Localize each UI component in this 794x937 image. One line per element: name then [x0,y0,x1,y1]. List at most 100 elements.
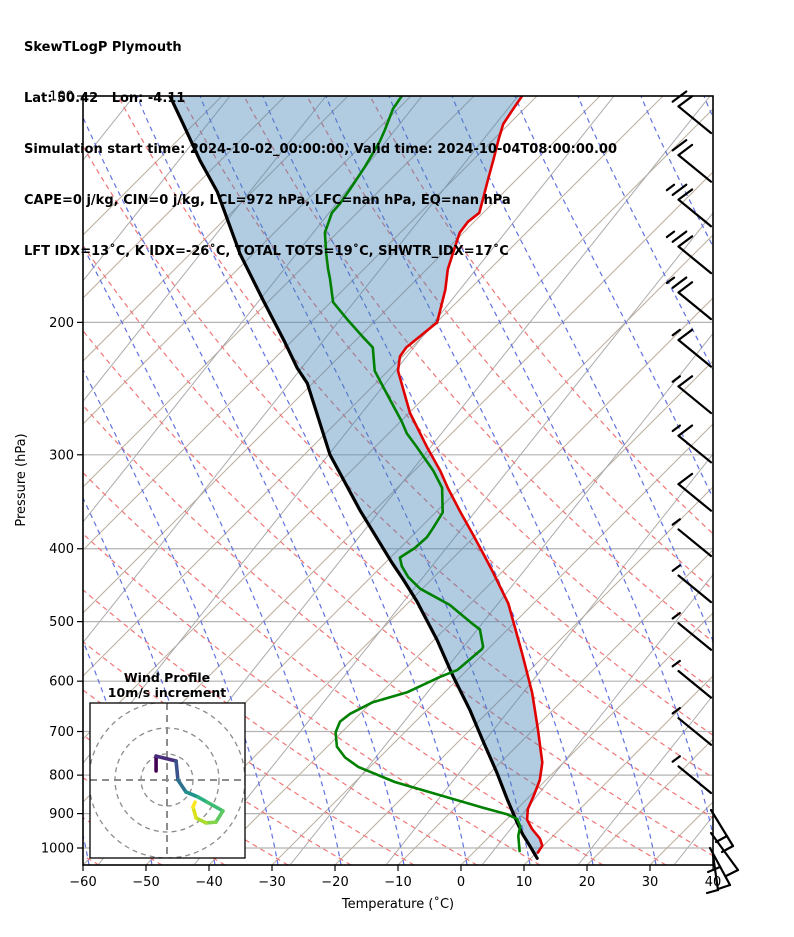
isotherm-line [83,108,713,740]
hodograph-trace-segment [154,754,178,763]
indices-line-1: CAPE=0 j/kg, CIN=0 j/kg, LCL=972 hPa, LF… [24,193,511,208]
wind-barb-staff [677,245,713,275]
hodograph-trace-segment [176,778,188,794]
moist-adiabat-line [136,96,468,865]
surface-wind-barb [709,808,735,848]
wind-barb-feather [677,472,694,486]
hodograph-trace-segment [205,800,225,813]
hodograph-subtitle: 10m/s increment [108,685,226,700]
y-tick-label: 900 [49,807,74,822]
wind-barb-half-feather [665,230,676,239]
moist-adiabat-line [640,96,713,248]
surface-wind-barb [716,883,732,891]
isotherm-line [145,297,713,865]
profile-curves [168,96,544,860]
hodograph-trace-segment [214,809,225,824]
wind-barb-feather [677,375,694,388]
y-axis-title: Pressure (hPa) [14,433,29,526]
moist-adiabat-line [83,368,279,865]
dry-adiabat-line [117,96,713,736]
x-tick-label: 30 [642,875,659,890]
wind-barb-feather [671,183,688,197]
temperature-curve [396,96,544,854]
wind-barb-feather [677,95,694,108]
isotherm-line [83,96,601,614]
y-tick-label: 700 [49,725,74,740]
wind-barb-half-feather [671,659,681,668]
isotherm-line [83,96,286,299]
wind-barb-half-feather [671,375,681,383]
wind-barb-feather [677,328,694,342]
moist-adiabat-line [767,96,794,865]
y-tick-label: 100 [49,90,74,105]
axes-labels: −60 −50 −40 −30 −20 −10 0 10 20 30 401002003004005… [14,90,721,913]
x-tick-label: −60 [69,875,96,890]
wind-barb-staff [677,717,713,746]
y-tick-label: 1000 [41,842,74,857]
wind-barb-staff [677,483,713,512]
hodograph-frame [89,702,246,859]
wind-barb-staff [677,198,713,228]
wind-barb-feather [677,424,694,437]
dry-adiabat-line [243,96,713,643]
dewpoint-curve [323,96,522,853]
x-tick-label: −40 [195,875,222,890]
isotherm-line [83,96,412,425]
y-tick-label: 200 [49,316,74,331]
isotherm-line [523,675,713,865]
x-tick-label: −20 [321,875,348,890]
wind-barb-feather [671,276,688,289]
parcel-curve [168,96,539,860]
wind-barb-staff [677,434,713,464]
x-tick-label: 0 [457,875,465,890]
x-tick-label: −10 [384,875,411,890]
wind-barb-half-feather [665,276,676,285]
isotherm-line [83,96,664,677]
wind-barbs [665,90,740,895]
lattice-line [577,694,713,865]
lattice-line [289,332,713,865]
wind-barb-staff [677,528,713,558]
location-line: Lat: 50.42 Lon: -4.11 [24,91,186,106]
indices-line-2: LFT IDX=13˚C, K IDX=-26˚C, TOTAL TOTS=19… [24,244,509,259]
surface-wind-barb [705,888,720,895]
x-tick-label: −50 [132,875,159,890]
isotherm-line [271,423,713,865]
figure-title: SkewTLogP Plymouth [24,40,182,55]
wind-barb-staff [677,153,713,183]
moist-adiabat-line [199,96,531,865]
y-tick-label: 300 [49,448,74,463]
wind-barb-staff [677,291,713,321]
dry-adiabat-line [306,96,713,591]
lattice-line [385,453,713,865]
hodograph-rings [90,703,245,858]
wind-barb-half-feather [671,755,681,763]
dry-adiabat-line [180,96,713,691]
wind-barb-staff [677,765,713,795]
moist-adiabat-line [451,96,713,643]
wind-barb-feather [677,281,694,294]
surface-wind-barb [709,831,740,872]
isotherm-line [460,612,713,865]
isotherm-line [83,96,223,236]
dry-adiabat-line [369,96,713,535]
moist-adiabat-line [325,96,657,865]
y-tick-label: 400 [49,542,74,557]
hodograph-trace-segment [191,800,197,809]
y-tick-label: 800 [49,769,74,784]
wind-barb-half-feather [665,183,676,192]
wind-barb-half-feather [671,424,681,433]
moist-adiabat-line [703,96,713,119]
wind-barb-feather [671,139,688,152]
isotherm-line [83,96,349,362]
wind-barb-half-feather [671,706,681,715]
time-line: Simulation start time: 2024-10-02_00:00:… [24,142,617,157]
isotherm-line [397,549,713,865]
x-axis-title: Temperature (˚C) [341,896,454,912]
hodograph-trace-segment [191,805,198,820]
moist-adiabat-line [83,115,405,865]
isotherm-line [334,486,713,865]
wind-barb-half-feather [671,328,681,337]
